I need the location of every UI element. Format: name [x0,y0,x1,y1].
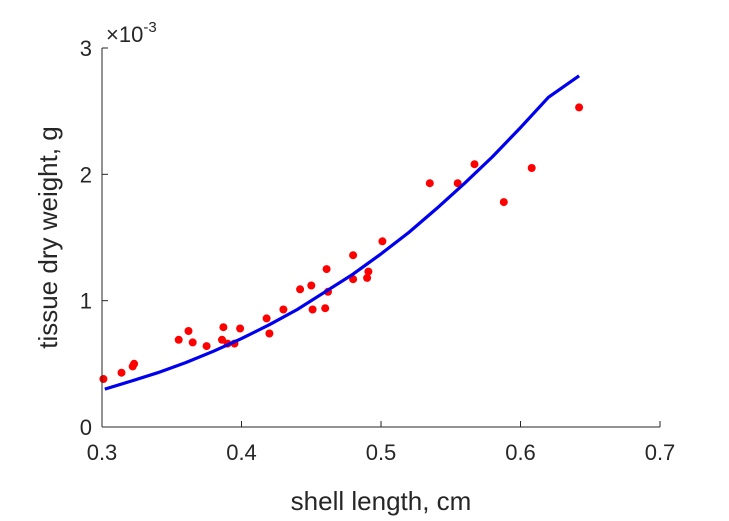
data-point [470,160,479,169]
data-point [322,265,331,274]
data-point [425,179,434,188]
data-point [218,335,226,344]
data-point [265,329,274,338]
data-point [262,314,271,323]
y-tick-label: 3 [80,36,92,61]
fit-curve [104,74,581,391]
data-point [130,359,139,368]
x-ticks: 0.3 0.4 0.5 0.6 0.7 [87,421,676,465]
data-point [296,285,305,294]
data-point [188,338,197,347]
x-tick-label: 0.5 [366,440,397,465]
y-multiplier-base: ×10 [106,22,143,47]
data-point [378,237,387,246]
data-point [117,368,126,377]
x-tick-label: 0.7 [645,440,676,465]
y-multiplier-exponent: -3 [143,19,156,36]
data-point [99,375,108,383]
y-ticks: 0 1 2 3 [80,36,108,440]
data-point [184,327,193,335]
data-point [174,335,183,344]
data-point [453,179,462,188]
y-axis-label: tissue dry weight, g [33,126,63,349]
x-tick-label: 0.6 [505,440,536,465]
data-point [307,281,316,290]
data-point [236,324,245,333]
data-point [308,305,317,314]
data-point [575,103,584,112]
data-point [499,198,508,207]
y-tick-label: 1 [80,289,92,314]
y-axis-multiplier: ×10-3 [106,19,157,47]
data-point [202,342,211,351]
data-point [279,305,288,314]
data-point [349,251,358,260]
data-point [219,323,228,332]
plot-area [99,74,584,391]
x-tick-label: 0.3 [87,440,118,465]
y-tick-label: 2 [80,162,92,187]
x-tick-label: 0.4 [226,440,257,465]
data-point [527,164,536,172]
data-point [364,267,373,276]
x-axis-label: shell length, cm [291,486,472,516]
data-point [363,273,372,282]
y-tick-label: 0 [80,415,92,440]
data-point [321,304,330,313]
